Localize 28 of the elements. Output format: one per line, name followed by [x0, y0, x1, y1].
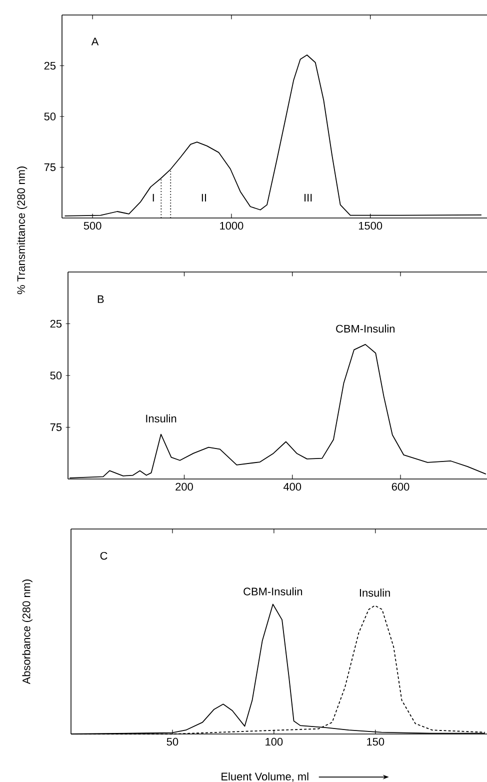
x-tick-label: 400 [283, 482, 302, 491]
x-axis-title: Eluent Volume, ml [222, 772, 308, 782]
y-tick-label: 25 [44, 62, 56, 70]
y-tick-label: 75 [44, 163, 56, 172]
x-tick-label: 1500 [358, 222, 382, 230]
text: A [91, 38, 99, 46]
x-tick-label: 200 [176, 482, 193, 491]
chart-title: C [100, 552, 108, 560]
y-tick-label: 25 [50, 320, 62, 328]
annotation: Insulin [146, 414, 176, 422]
y-axis-title: % Transmittance (280 nm) [16, 166, 28, 294]
y-axis-title: Absorbance (280 nm) [22, 580, 32, 684]
x-tick-label: 100 [266, 738, 283, 746]
annotation: III [304, 194, 312, 202]
series-label: CBM-Insulin [244, 587, 302, 596]
x-tick-label: 1000 [220, 222, 244, 230]
y-tick-label: 50 [44, 112, 56, 120]
x-tick-label: 500 [84, 222, 102, 230]
annotation: II [202, 194, 206, 202]
series-label: Insulin [360, 588, 390, 597]
annotation: CBM-Insulin [336, 324, 394, 333]
x-tick-label: 600 [392, 482, 410, 491]
x-tick-label: 50 [166, 738, 178, 746]
y-tick-label: 50 [50, 372, 62, 380]
annotation: I [152, 194, 154, 202]
y-tick-label: 75 [50, 423, 62, 432]
x-tick-label: 150 [367, 738, 384, 746]
text: B [98, 295, 104, 303]
